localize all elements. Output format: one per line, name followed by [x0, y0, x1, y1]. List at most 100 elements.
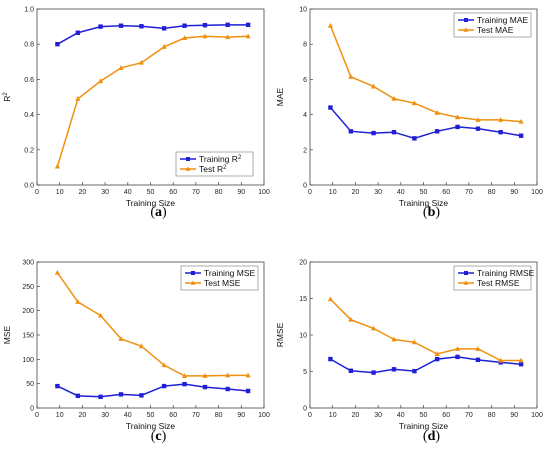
data-point-test [97, 78, 104, 84]
x-tick-label: 60 [169, 412, 177, 419]
x-tick-label: 30 [374, 412, 382, 419]
chart-panel-c: 0 10 20 30 40 50 60 70 80 90 100 0 50 100 150 200 250 300… [2, 260, 270, 445]
data-point-test [202, 373, 208, 378]
x-tick-label: 20 [352, 412, 360, 419]
data-point-training [475, 357, 481, 363]
y-tick-label: 250 [22, 284, 34, 291]
y-tick-label: 300 [22, 260, 34, 267]
data-point-training [328, 105, 333, 110]
legend-marker-test [185, 166, 191, 171]
data-point-training [518, 362, 524, 367]
legend-box [175, 151, 254, 177]
y-tick-label: 100 [22, 357, 34, 364]
data-point-training [245, 388, 251, 394]
data-point-test [518, 118, 524, 124]
x-tick-label: 80 [488, 412, 496, 419]
panel-label: (b) [423, 205, 440, 220]
series-line-training [57, 24, 249, 45]
y-tick-label: 0 [303, 406, 307, 413]
data-point-training [371, 370, 376, 375]
data-point-test [348, 73, 354, 79]
x-axis-label: Training Size [399, 421, 449, 431]
y-tick-label: 8 [303, 42, 307, 49]
x-axis-label: Training Size [399, 198, 449, 208]
data-point-test [370, 83, 377, 89]
y-tick-label: 5 [303, 369, 307, 376]
x-tick-label: 10 [329, 412, 337, 419]
x-tick-label: 10 [56, 189, 64, 196]
data-point-test [391, 336, 397, 342]
series-line-training [330, 356, 522, 374]
y-tick-label: 0.4 [24, 112, 34, 119]
x-tick-label: 30 [101, 412, 109, 419]
y-tick-label: 0.2 [24, 147, 34, 154]
x-tick-label: 60 [442, 189, 450, 196]
series-line-test [56, 35, 249, 167]
data-point-test [75, 299, 81, 304]
data-point-test [245, 372, 251, 378]
data-point-test [245, 33, 251, 39]
x-tick-label: 30 [101, 189, 109, 196]
y-tick-label: 4 [303, 112, 307, 119]
data-point-training [455, 124, 460, 130]
legend-box [453, 12, 532, 38]
x-tick-label: 90 [237, 412, 245, 419]
data-point-training [139, 393, 144, 398]
data-point-test [75, 95, 81, 101]
series-line-training [57, 383, 249, 398]
x-tick-label: 50 [420, 412, 428, 419]
legend-label-training: Training R2 [199, 154, 242, 164]
y-tick-label: 0 [303, 183, 307, 190]
y-tick-label: 2 [303, 147, 307, 154]
data-point-test [391, 95, 397, 101]
data-point-test [518, 357, 524, 363]
y-tick-label: 0.0 [24, 183, 34, 190]
data-point-test [475, 117, 481, 122]
x-tick-label: 100 [258, 189, 270, 196]
x-tick-label: 10 [56, 412, 64, 419]
data-point-test [434, 351, 440, 356]
data-point-training [75, 393, 81, 399]
data-point-training [161, 26, 167, 31]
x-tick-label: 90 [510, 412, 518, 419]
x-tick-label: 40 [397, 412, 405, 419]
x-tick-label: 100 [531, 189, 543, 196]
data-point-test [54, 163, 61, 169]
data-point-training [202, 22, 208, 28]
data-point-training [391, 130, 397, 135]
data-point-test [202, 33, 208, 39]
legend-label-training: Training RMSE [477, 268, 535, 278]
data-point-training [225, 22, 230, 28]
data-point-test [161, 362, 167, 368]
data-point-training [455, 354, 460, 360]
data-point-test [434, 110, 440, 115]
legend-marker-test [463, 280, 469, 285]
data-point-test [225, 34, 231, 40]
x-tick-label: 80 [215, 189, 223, 196]
panel-label: (d) [423, 429, 440, 444]
x-tick-label: 70 [465, 412, 473, 419]
data-point-test [118, 336, 124, 341]
data-point-training [434, 129, 440, 134]
legend-box [180, 265, 259, 291]
data-point-training [55, 383, 60, 389]
x-tick-label: 0 [308, 412, 312, 419]
y-tick-label: 10 [299, 7, 307, 14]
y-tick-label: 10 [299, 333, 307, 340]
data-point-training [182, 23, 187, 28]
data-point-training [348, 368, 354, 373]
x-tick-label: 20 [352, 189, 360, 196]
data-point-training [348, 129, 354, 134]
x-tick-label: 0 [308, 189, 312, 196]
data-point-test [54, 269, 61, 275]
legend-marker-training [464, 271, 468, 275]
x-axis-label: Training Size [126, 198, 176, 208]
data-point-test [498, 117, 504, 122]
x-tick-label: 60 [442, 412, 450, 419]
legend-label-test: Test R2 [199, 164, 227, 174]
y-tick-label: 150 [22, 333, 34, 340]
